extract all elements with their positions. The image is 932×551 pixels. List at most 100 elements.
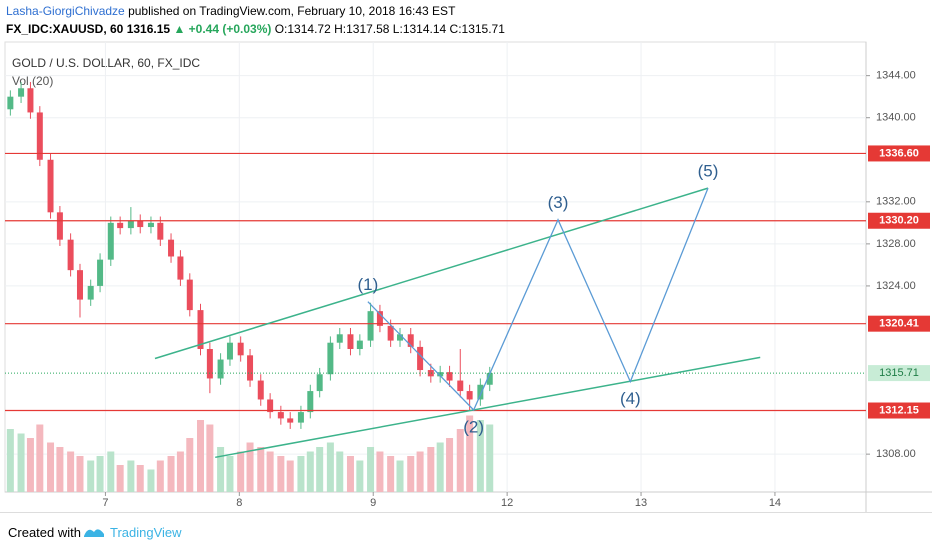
volume-bar — [316, 447, 324, 492]
candle-body — [316, 374, 323, 392]
wave-label: (2) — [463, 417, 484, 436]
volume-bar — [486, 424, 494, 492]
candle-body — [376, 311, 383, 326]
y-tick-label: 1324.00 — [876, 280, 916, 292]
volume-bar — [326, 442, 334, 492]
symbol-line: FX_IDC:XAUUSD, 60 1316.15 ▲ +0.44 (+0.03… — [6, 22, 505, 36]
volume-bar — [427, 447, 435, 492]
candle-body — [137, 220, 144, 228]
volume-bar — [176, 451, 184, 492]
volume-bar — [367, 447, 375, 492]
volume-bar — [167, 456, 175, 492]
brand[interactable]: TradingView — [110, 525, 182, 540]
candle-body — [237, 342, 244, 356]
symbol: FX_IDC:XAUUSD, 60 — [6, 22, 124, 36]
level-label-box — [868, 212, 930, 229]
candle-body — [407, 334, 414, 347]
candle-body — [97, 259, 104, 286]
candle-body — [287, 418, 294, 423]
level-label: 1330.20 — [879, 215, 919, 227]
volume-bar — [257, 447, 265, 492]
candle-body — [18, 88, 25, 97]
publish-line: Lasha-GiorgiChivadze published on Tradin… — [6, 4, 455, 18]
candle-body — [206, 349, 213, 379]
volume-bar — [196, 420, 204, 492]
level-label-box — [868, 145, 930, 162]
logo — [84, 529, 104, 537]
volume-bar — [26, 438, 34, 492]
wave-label: (3) — [548, 193, 569, 212]
volume-bar — [306, 451, 314, 492]
x-tick-label: 9 — [370, 497, 376, 509]
y-tick-label: 1340.00 — [876, 112, 916, 124]
volume-bar — [147, 469, 155, 492]
candle-body — [477, 384, 484, 400]
candle-body — [27, 88, 34, 113]
x-tick-label: 13 — [635, 497, 647, 509]
wave-label: (5) — [698, 162, 719, 181]
volume-bar — [237, 451, 245, 492]
volume-bar — [76, 456, 84, 492]
volume-bar — [217, 447, 225, 492]
volume-bar — [96, 456, 104, 492]
volume-bar — [407, 456, 415, 492]
candle-body — [107, 222, 114, 260]
candle-body — [397, 334, 404, 341]
volume-bar — [206, 424, 214, 492]
candle-body — [356, 340, 363, 350]
publish-info: published on TradingView.com, February 1… — [128, 4, 456, 18]
level-label: 1320.41 — [879, 318, 919, 330]
trendline — [154, 187, 709, 360]
candle-body — [247, 355, 254, 381]
candle-body — [76, 270, 83, 300]
candle-body — [427, 370, 434, 377]
change: ▲ +0.44 (+0.03%) — [173, 22, 272, 36]
volume-bar — [387, 456, 395, 492]
volume-label: Vol (20) — [12, 74, 53, 88]
level-label: 1312.15 — [879, 404, 919, 416]
created-with: Created with — [8, 525, 81, 540]
candle-body — [127, 220, 134, 229]
candle-body — [147, 222, 154, 228]
volume-bar — [297, 456, 305, 492]
candle-body — [446, 372, 453, 381]
x-tick-label: 8 — [236, 497, 242, 509]
level-label: 1336.60 — [879, 147, 919, 159]
chart-title: GOLD / U.S. DOLLAR, 60, FX_IDC — [12, 56, 200, 70]
candle-body — [157, 222, 164, 240]
candle-body — [226, 342, 233, 360]
current-price-box — [868, 365, 930, 382]
candle-body — [267, 399, 274, 413]
footer: Created with TradingView — [0, 512, 932, 551]
volume-bar — [346, 456, 354, 492]
candle-body — [457, 380, 464, 392]
volume-bar — [456, 429, 464, 492]
current-price-label: 1315.71 — [879, 367, 919, 379]
candle-body — [168, 239, 175, 257]
volume-bar — [286, 460, 294, 492]
candle-body — [307, 391, 314, 413]
candle-body — [437, 372, 444, 377]
trendline — [215, 356, 761, 459]
volume-bar — [446, 438, 454, 492]
volume-bar — [17, 433, 25, 492]
volume-bar — [136, 465, 144, 492]
volume-bar — [36, 424, 44, 492]
candle-body — [486, 373, 493, 385]
candle-body — [36, 112, 43, 160]
candle-body — [67, 239, 74, 271]
volume-bar — [336, 451, 344, 492]
last-price: 1316.15 — [126, 22, 171, 36]
candle-body — [47, 159, 54, 213]
candle-body — [387, 325, 394, 341]
volume-bar — [416, 451, 424, 492]
candle-body — [217, 359, 224, 379]
candle-body — [297, 412, 304, 423]
volume-bar — [476, 420, 484, 492]
y-tick-label: 1308.00 — [876, 448, 916, 460]
candle-body — [257, 380, 264, 400]
candle-body — [177, 256, 184, 280]
level-label-box — [868, 315, 930, 332]
author[interactable]: Lasha-GiorgiChivadze — [6, 4, 125, 18]
candle-body — [417, 346, 424, 371]
